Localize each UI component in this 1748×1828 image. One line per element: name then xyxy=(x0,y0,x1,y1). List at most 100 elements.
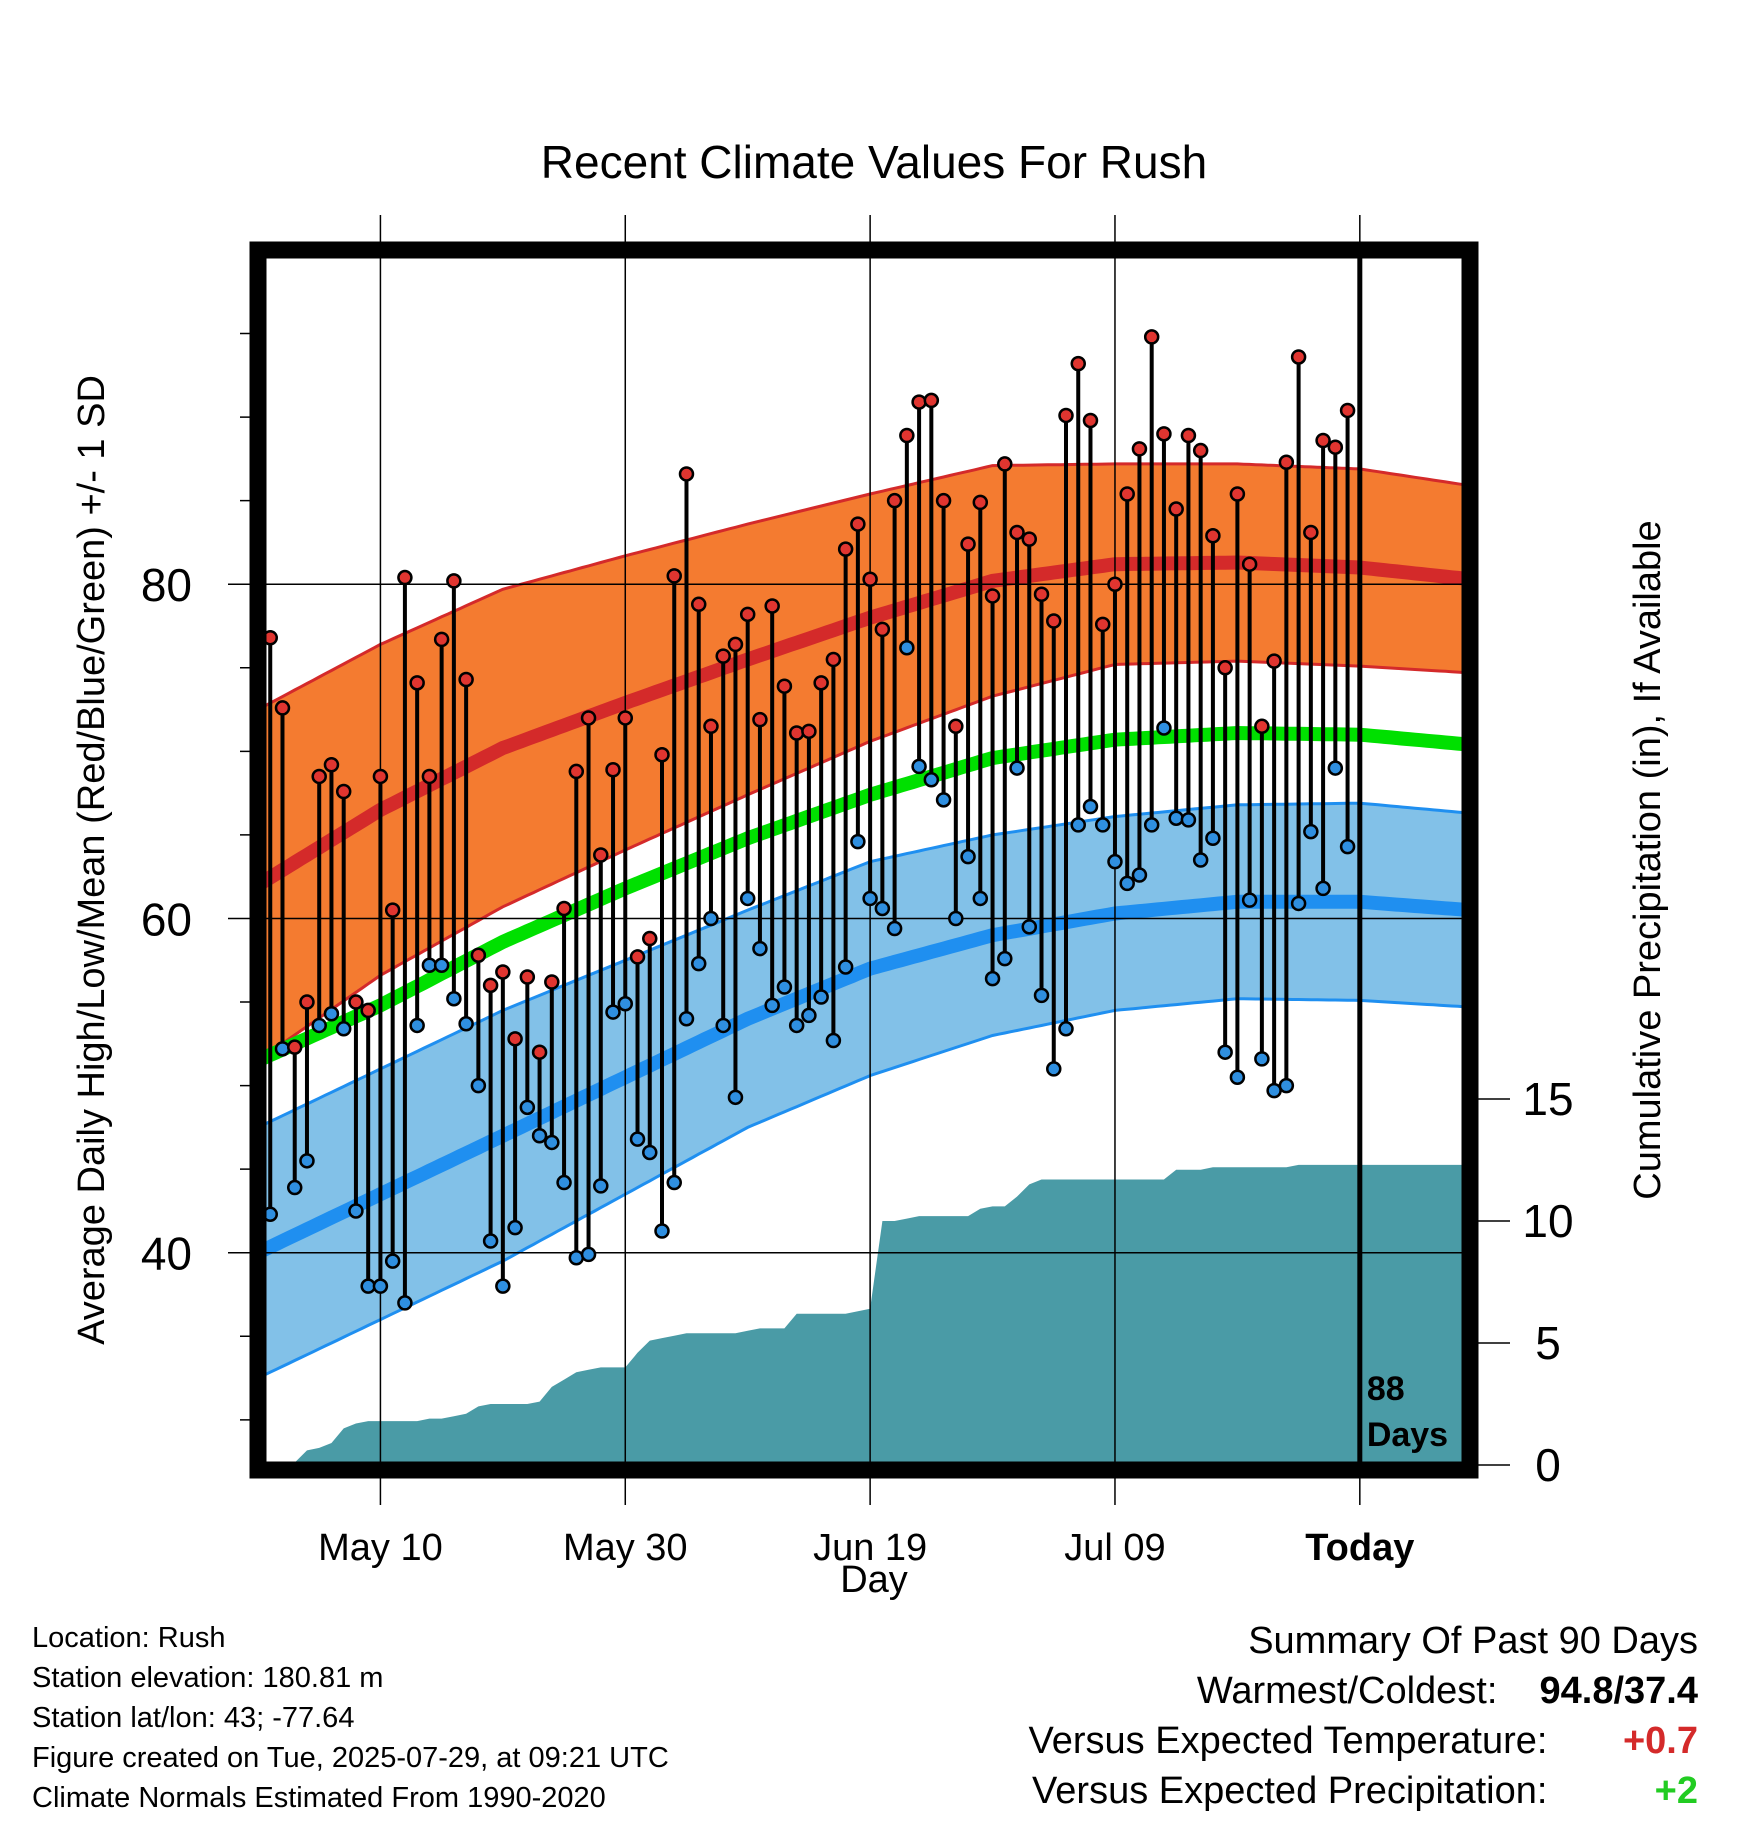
high-point xyxy=(1033,586,1050,603)
high-point xyxy=(482,977,499,994)
low-point xyxy=(323,1006,340,1022)
high-point xyxy=(911,394,927,410)
low-point xyxy=(1241,892,1258,908)
low-point xyxy=(911,758,927,775)
high-point xyxy=(360,1002,376,1019)
high-point xyxy=(335,783,352,800)
low-point xyxy=(446,990,462,1007)
low-point xyxy=(1290,895,1307,912)
high-point xyxy=(323,756,340,773)
high-point xyxy=(703,718,719,735)
high-point xyxy=(1094,616,1111,633)
summary-precip-row: Versus Expected Precipitation: +2 xyxy=(938,1766,1698,1816)
high-point xyxy=(1266,653,1282,669)
low-normal-sd-band xyxy=(258,803,1470,1379)
low-point xyxy=(1082,798,1099,815)
low-point xyxy=(1156,720,1172,736)
high-point xyxy=(1217,660,1233,676)
temp-anomaly-label: Versus Expected Temperature: xyxy=(1028,1720,1548,1762)
low-normal-lower-edge xyxy=(258,997,1470,1380)
high-point xyxy=(825,651,842,668)
high-point xyxy=(1156,426,1172,442)
low-point xyxy=(372,1278,389,1294)
low-point xyxy=(605,1004,621,1020)
low-point xyxy=(715,1017,731,1034)
high-point xyxy=(739,606,756,623)
high-point xyxy=(666,568,682,584)
high-point xyxy=(507,1031,523,1047)
plot-frame xyxy=(249,241,1479,1479)
high-point xyxy=(446,573,462,589)
high-point xyxy=(629,949,646,965)
precip-anomaly-label: Versus Expected Precipitation: xyxy=(1032,1770,1548,1812)
summary-panel: Summary Of Past 90 Days Warmest/Coldest:… xyxy=(938,1616,1698,1816)
precipitation-fill xyxy=(258,1164,1470,1465)
high-point xyxy=(348,994,364,1010)
station-location: Location: Rush xyxy=(32,1622,226,1654)
low-point xyxy=(335,1021,352,1037)
low-point xyxy=(997,950,1013,967)
low-point xyxy=(568,1250,585,1266)
low-point xyxy=(1339,838,1356,855)
high-point xyxy=(580,710,597,726)
low-point xyxy=(752,940,768,957)
temp-anomaly-value: +0.7 xyxy=(1622,1720,1698,1762)
high-point xyxy=(899,427,915,444)
low-normal-mean-line xyxy=(258,894,1470,1260)
low-point xyxy=(972,890,989,907)
high-point xyxy=(544,974,560,990)
low-point xyxy=(544,1134,560,1151)
high-point xyxy=(960,536,976,552)
low-point xyxy=(580,1246,597,1263)
low-point xyxy=(1278,1077,1295,1094)
low-point xyxy=(1205,830,1221,847)
high-point xyxy=(1119,486,1135,502)
high-point xyxy=(813,675,829,691)
high-point xyxy=(433,631,450,648)
high-point xyxy=(286,1039,303,1055)
low-point xyxy=(739,890,756,907)
low-point xyxy=(899,640,915,656)
high-point xyxy=(1278,454,1295,470)
low-point xyxy=(825,1032,842,1049)
high-normal-upper-edge xyxy=(258,462,1470,711)
high-point xyxy=(727,636,744,653)
low-point xyxy=(690,955,707,972)
high-point xyxy=(935,492,952,509)
warmest-value: 94.8/37.4 xyxy=(1539,1670,1698,1712)
low-point xyxy=(1094,817,1111,833)
high-point xyxy=(593,847,609,863)
high-point xyxy=(470,947,487,964)
high-point xyxy=(874,621,891,638)
low-point xyxy=(531,1128,548,1144)
high-point xyxy=(299,994,315,1010)
high-point xyxy=(972,494,989,511)
precipitation-area xyxy=(258,1164,1470,1465)
high-point xyxy=(997,456,1013,472)
high-normal-band xyxy=(258,462,1470,1062)
summary-title: Summary Of Past 90 Days xyxy=(1248,1620,1698,1662)
y2-tick-label: 10 xyxy=(1522,1195,1573,1247)
plot-area xyxy=(258,250,1470,1470)
high-point xyxy=(421,768,438,785)
low-point xyxy=(1119,875,1135,892)
y-tick-label: 40 xyxy=(141,1228,192,1280)
high-point xyxy=(801,723,817,740)
high-point xyxy=(690,596,707,613)
low-point xyxy=(850,833,866,850)
high-point xyxy=(372,768,389,785)
high-normal-sd-band xyxy=(258,463,1470,1061)
low-point xyxy=(764,997,780,1014)
high-point xyxy=(1168,501,1184,517)
low-point xyxy=(348,1203,364,1219)
low-point xyxy=(617,995,634,1012)
low-point xyxy=(935,792,952,808)
low-point xyxy=(1107,853,1123,870)
high-point xyxy=(984,588,1001,604)
high-point xyxy=(1241,556,1258,572)
high-point xyxy=(642,930,658,947)
low-point xyxy=(299,1153,315,1169)
mean-normal-line xyxy=(258,725,1470,1067)
low-point xyxy=(1070,817,1086,833)
low-point xyxy=(1046,1061,1062,1077)
